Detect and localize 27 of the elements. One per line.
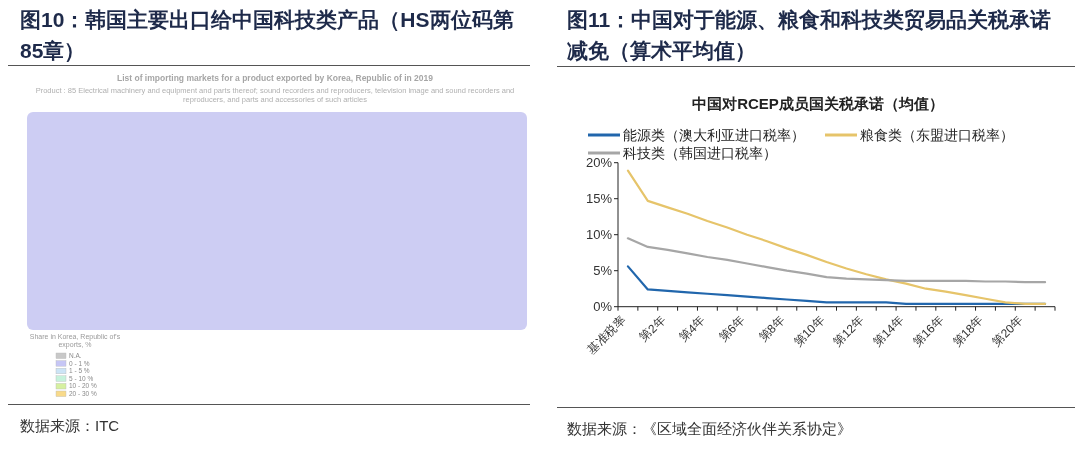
- y-tick-label: 5%: [593, 263, 613, 279]
- x-tick-label: 第16年: [910, 312, 947, 350]
- x-tick-label: 第8年: [755, 312, 788, 345]
- x-tick-label: 第2年: [636, 312, 669, 345]
- y-tick-label: 15%: [585, 191, 613, 207]
- legend-label: 粮食类（东盟进口税率）: [860, 127, 1014, 143]
- x-tick-label: 基准税率: [584, 312, 629, 357]
- source-note: 数据来源：《区域全面经济伙伴关系协定》: [567, 419, 853, 439]
- y-tick-label: 0%: [593, 299, 613, 315]
- chart-title: 图11：中国对于能源、粮食和科技类贸易品关税承诺减免（算术平均值）: [567, 7, 1053, 64]
- text: List of importing markets for a product exported by Korea, Republic of in 2019: [116, 73, 434, 83]
- source-note: 数据来源：ITC: [20, 416, 121, 436]
- x-tick-label: 第14年: [870, 312, 907, 350]
- line-series: [626, 169, 1047, 305]
- x-tick-label: 第10年: [790, 312, 828, 350]
- x-tick-label: 第4年: [676, 312, 708, 345]
- legend-label: 能源类（澳大利亚进口税率）: [623, 127, 805, 143]
- x-tick-label: 第18年: [949, 312, 987, 350]
- chart-subtitle: 中国对RCEP成员国关税承诺（均值）: [692, 95, 944, 112]
- x-tick-label: 第20年: [989, 312, 1026, 350]
- text: 图10：韩国主要出口给中国科技类产品（HS两位码第85章）: [20, 7, 515, 64]
- y-tick-label: 20%: [585, 155, 613, 171]
- x-tick-label: 第12年: [830, 312, 867, 350]
- legend-label: 科技类（韩国进口税率）: [623, 145, 777, 161]
- line-series: [626, 237, 1047, 284]
- x-tick-label: 第6年: [716, 312, 748, 345]
- y-tick-label: 10%: [585, 227, 613, 243]
